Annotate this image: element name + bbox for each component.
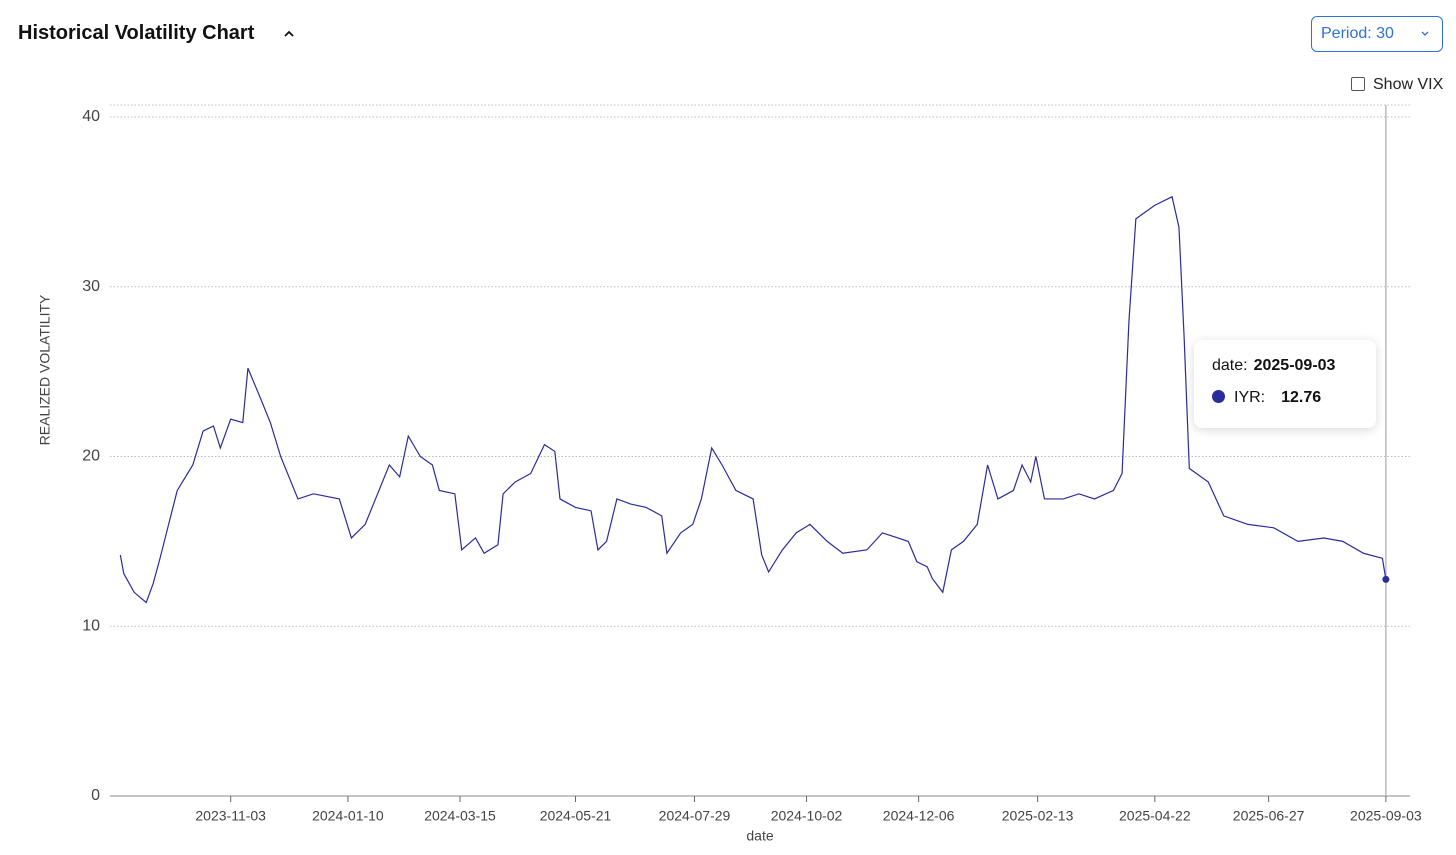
tooltip-swatch bbox=[1212, 390, 1225, 403]
x-tick-label: 2024-07-29 bbox=[659, 808, 731, 824]
x-tick-label: 2025-09-03 bbox=[1350, 808, 1422, 824]
tooltip-date: 2025-09-03 bbox=[1253, 357, 1336, 374]
x-tick-label: 2025-02-13 bbox=[1002, 808, 1074, 824]
chart-title: Historical Volatility Chart bbox=[18, 22, 255, 44]
x-tick-label: 2023-11-03 bbox=[195, 808, 266, 824]
vix-checkbox[interactable]: Show VIX bbox=[1351, 76, 1443, 94]
tooltip-date-label: date: bbox=[1212, 357, 1248, 374]
x-axis-label: date bbox=[746, 828, 773, 844]
dropdown-arrow bbox=[1421, 31, 1429, 36]
y-tick-label: 20 bbox=[82, 448, 100, 465]
tooltip-date-row: date: 2025-09-03 bbox=[1212, 357, 1335, 375]
x-tick-label: 2024-03-15 bbox=[424, 808, 496, 824]
x-tick-label: 2025-06-27 bbox=[1233, 808, 1305, 824]
y-axis-label: REALIZED VOLATILITY bbox=[37, 294, 53, 445]
active-point bbox=[1382, 575, 1390, 583]
y-tick-label: 40 bbox=[82, 108, 100, 125]
series-line bbox=[119, 195, 1387, 604]
checkbox[interactable] bbox=[1351, 77, 1365, 91]
period-text: Period: 30 bbox=[1321, 25, 1394, 42]
x-tick-label: 2024-05-21 bbox=[540, 808, 612, 824]
tooltip-value-row: IYR: 12.76 bbox=[1212, 389, 1321, 407]
tooltip-value: 12.76 bbox=[1281, 389, 1322, 406]
tooltip: date: 2025-09-03 IYR: 12.76 bbox=[1194, 340, 1376, 428]
y-tick-label: 0 bbox=[91, 787, 100, 804]
collapse-toggle[interactable] bbox=[282, 27, 296, 41]
vix-label: Show VIX bbox=[1373, 76, 1444, 93]
period-select[interactable]: Period: 30 bbox=[1311, 16, 1443, 52]
tooltip-series-label: IYR: bbox=[1234, 389, 1266, 406]
x-tick-label: 2024-01-10 bbox=[312, 808, 384, 824]
y-tick-label: 10 bbox=[82, 617, 100, 634]
y-tick-label: 30 bbox=[82, 278, 100, 295]
x-tick-label: 2024-10-02 bbox=[771, 808, 843, 824]
x-tick-label: 2024-12-06 bbox=[883, 808, 955, 824]
x-tick-label: 2025-04-22 bbox=[1119, 808, 1191, 824]
